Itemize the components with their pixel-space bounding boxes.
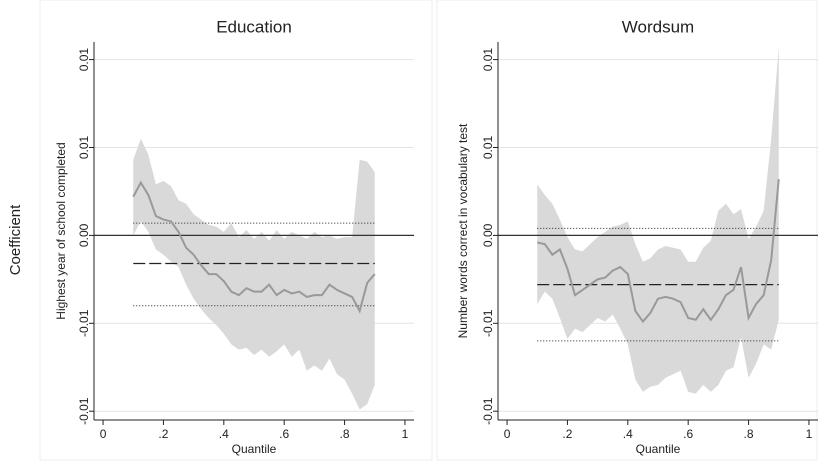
- estimate-line: [132, 180, 376, 314]
- y-tick-label: 0.01: [481, 48, 495, 72]
- y-tick-label: -0.01: [481, 397, 495, 425]
- y-axis-label: Coefficient: [7, 204, 24, 275]
- y-tick-label: 0.00: [481, 223, 495, 247]
- x-tick-label: 0: [504, 427, 511, 441]
- y-tick-label: 0.00: [77, 223, 91, 247]
- x-tick-label: .4: [623, 427, 633, 441]
- estimate-line: [537, 179, 780, 324]
- x-tick-label: .2: [158, 427, 168, 441]
- x-tick-label: 1: [402, 427, 409, 441]
- panel-frame: [39, 0, 433, 461]
- x-tick-label: 1: [806, 427, 813, 441]
- y-axis-label: Number words correct in vocabulary test: [456, 123, 470, 338]
- x-tick-label: .8: [744, 427, 754, 441]
- x-tick-label: 0: [100, 427, 107, 441]
- x-tick-label: .2: [562, 427, 572, 441]
- chart-title: Education: [216, 17, 292, 36]
- x-axis-label: Quantile: [636, 442, 681, 456]
- x-tick-label: .8: [340, 427, 350, 441]
- y-tick-label: -0.01: [481, 309, 495, 337]
- y-axis-label: Highest year of school completed: [54, 142, 68, 319]
- x-axis-label: Quantile: [232, 442, 277, 456]
- y-tick-label: -0.01: [77, 397, 91, 425]
- x-tick-label: .4: [219, 427, 229, 441]
- panel-frame: [436, 0, 818, 461]
- y-tick-label: -0.01: [77, 309, 91, 337]
- confidence-band: [537, 47, 779, 394]
- y-tick-label: 0.01: [77, 48, 91, 72]
- chart-title: Wordsum: [622, 17, 694, 36]
- y-tick-label: 0.01: [77, 135, 91, 159]
- y-tick-label: 0.01: [481, 135, 495, 159]
- x-tick-label: .6: [683, 427, 693, 441]
- confidence-band: [133, 138, 375, 410]
- x-tick-label: .6: [279, 427, 289, 441]
